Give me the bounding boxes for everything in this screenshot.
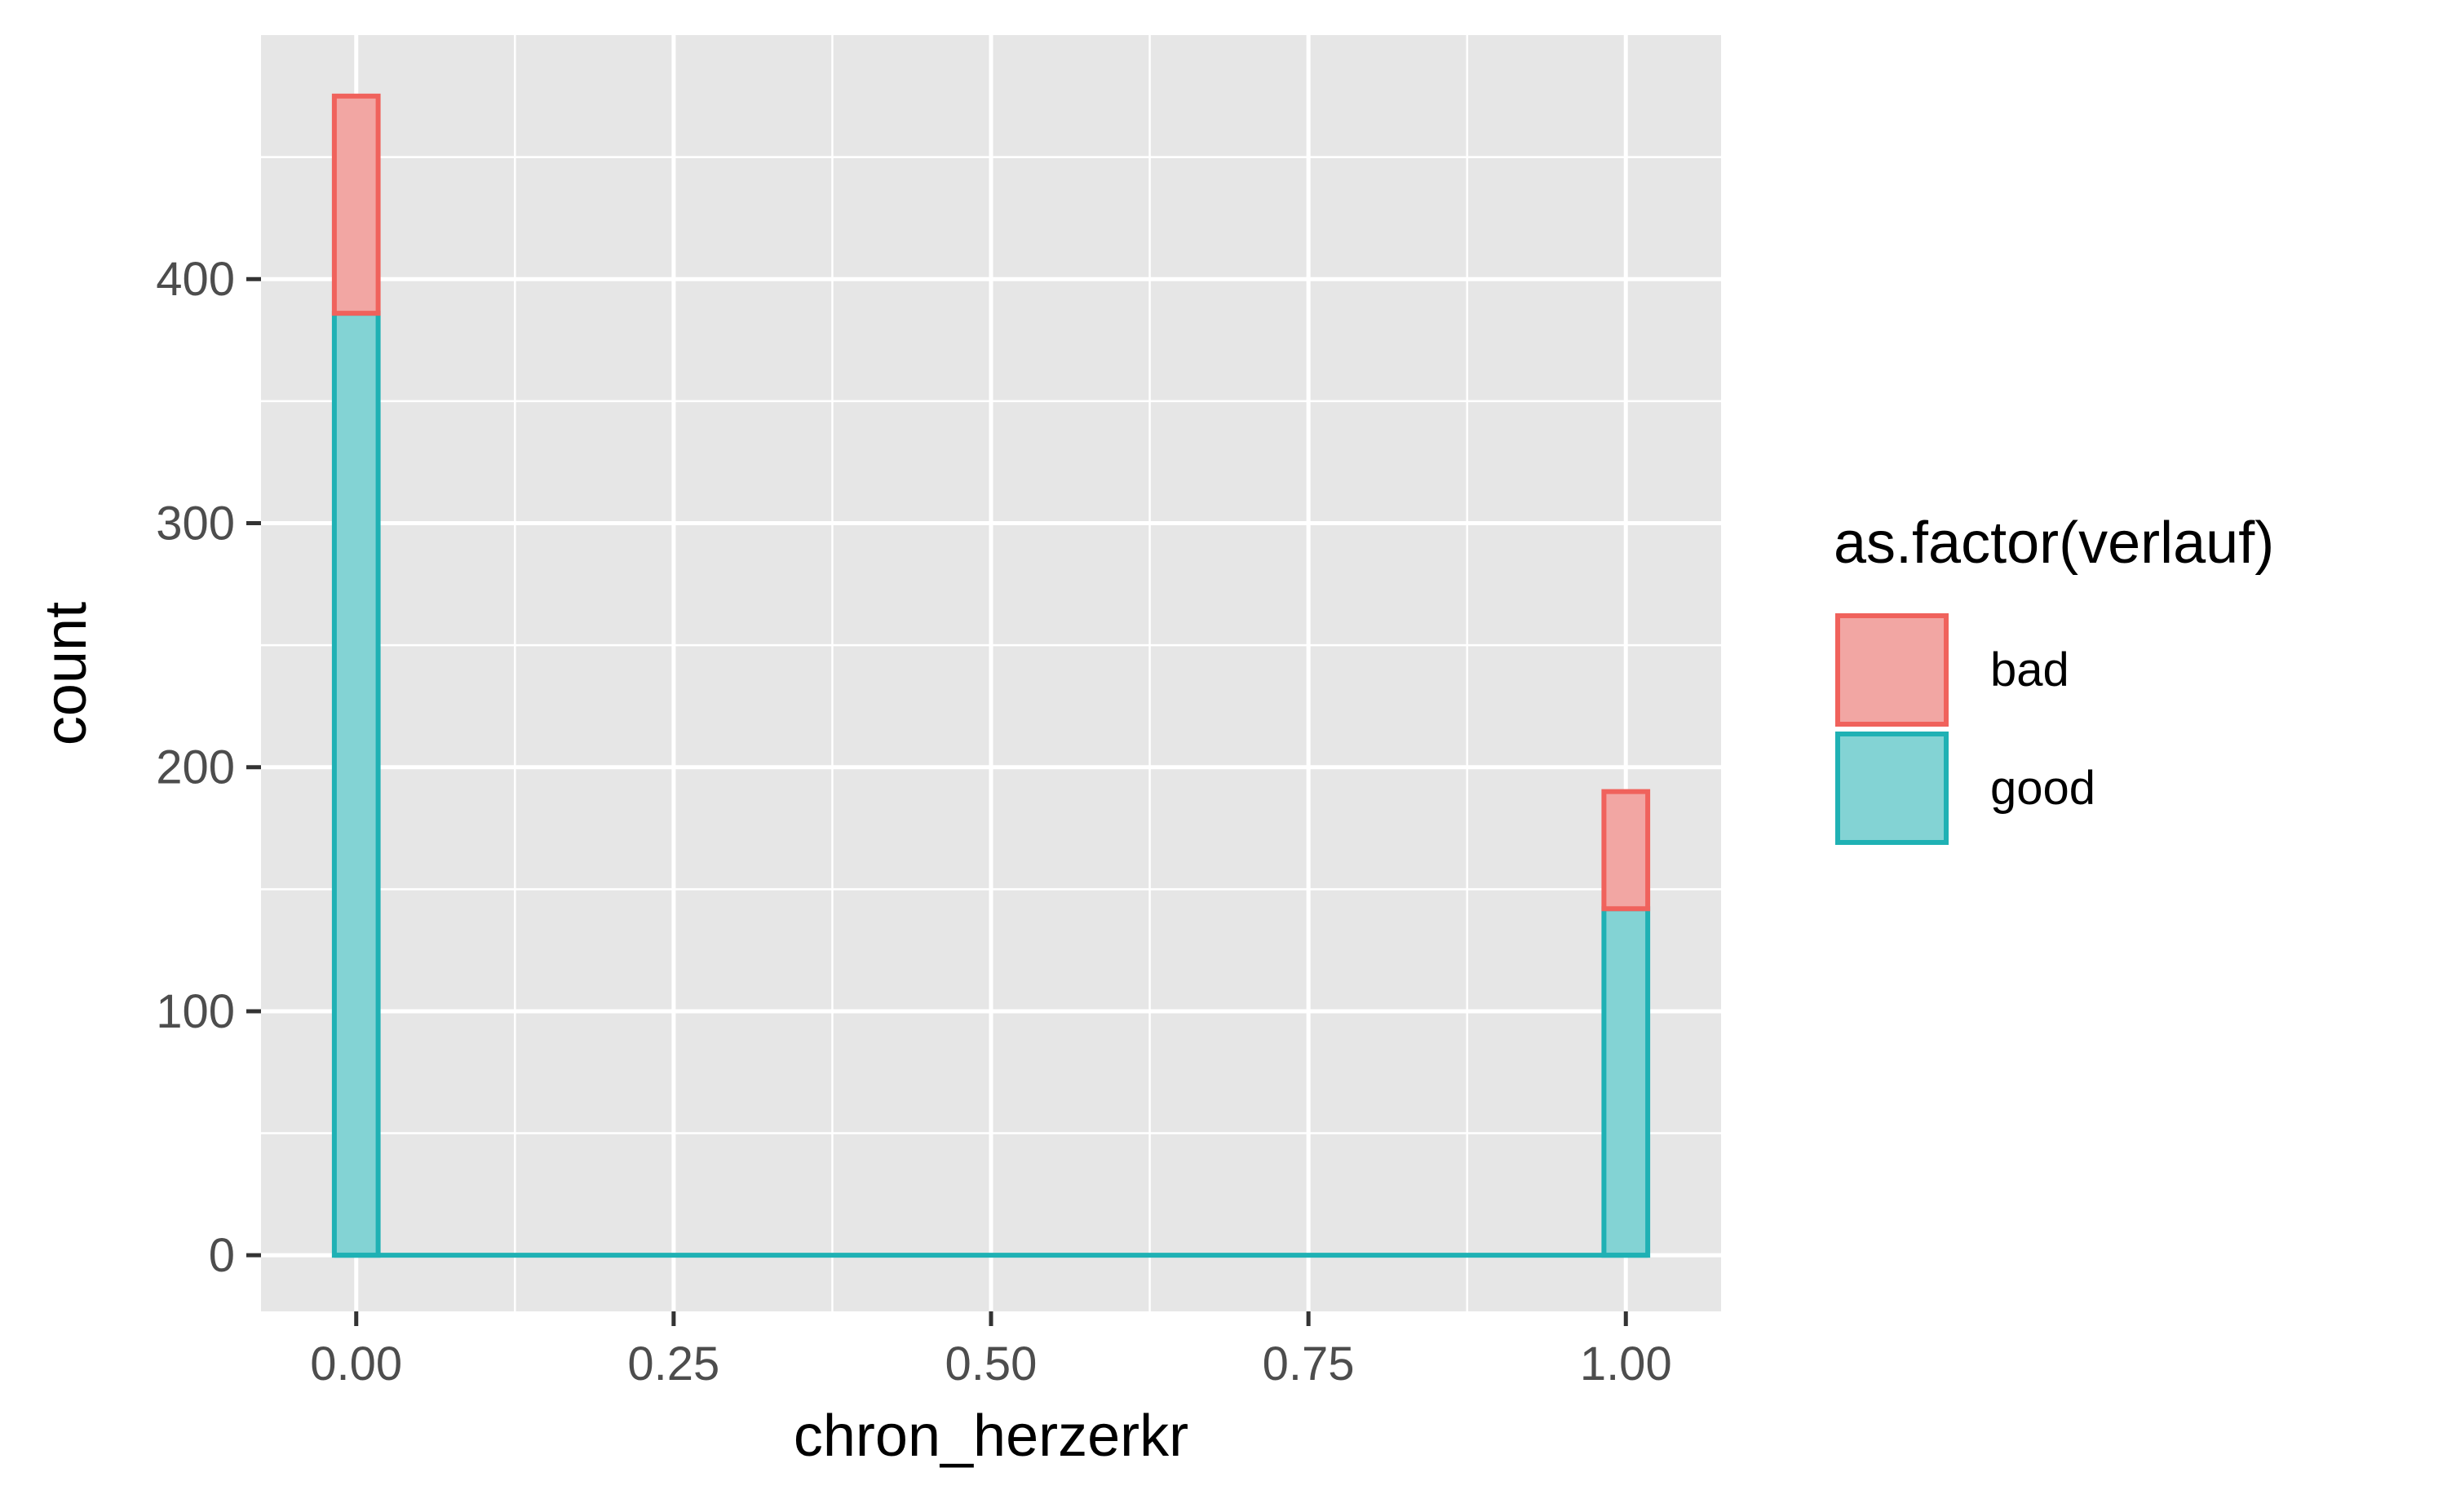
bar-bad-0 <box>331 93 381 316</box>
y-tick-label: 200 <box>156 741 235 794</box>
y-tick-label: 400 <box>156 253 235 306</box>
y-tick-label: 100 <box>156 985 235 1038</box>
y-axis: 0 100 200 300 400 <box>156 253 261 1282</box>
legend: as.factor(verlauf) bad good <box>1834 511 2274 845</box>
x-tick-label: 0.50 <box>945 1337 1038 1390</box>
legend-swatch-good <box>1835 732 1949 845</box>
y-tick-label: 0 <box>209 1229 235 1282</box>
x-tick-label: 0.75 <box>1263 1337 1355 1390</box>
y-axis-title: count <box>33 602 99 745</box>
bar-bad-1 <box>1601 789 1651 912</box>
legend-items: bad good <box>1835 613 2095 845</box>
x-tick-label: 0.25 <box>627 1337 719 1390</box>
bar-good-1 <box>1601 906 1651 1258</box>
legend-label-bad: bad <box>1990 643 2069 696</box>
y-tick-label: 300 <box>156 497 235 550</box>
legend-title: as.factor(verlauf) <box>1834 511 2274 576</box>
x-axis: 0.00 0.25 0.50 0.75 1.00 <box>310 1311 1672 1390</box>
legend-swatch-bad <box>1835 613 1949 727</box>
legend-label-good: good <box>1990 762 2095 815</box>
bar-good-0 <box>331 311 381 1258</box>
x-tick-label: 0.00 <box>310 1337 402 1390</box>
x-axis-title: chron_herzerkr <box>794 1404 1188 1469</box>
x-tick-label: 1.00 <box>1580 1337 1672 1390</box>
